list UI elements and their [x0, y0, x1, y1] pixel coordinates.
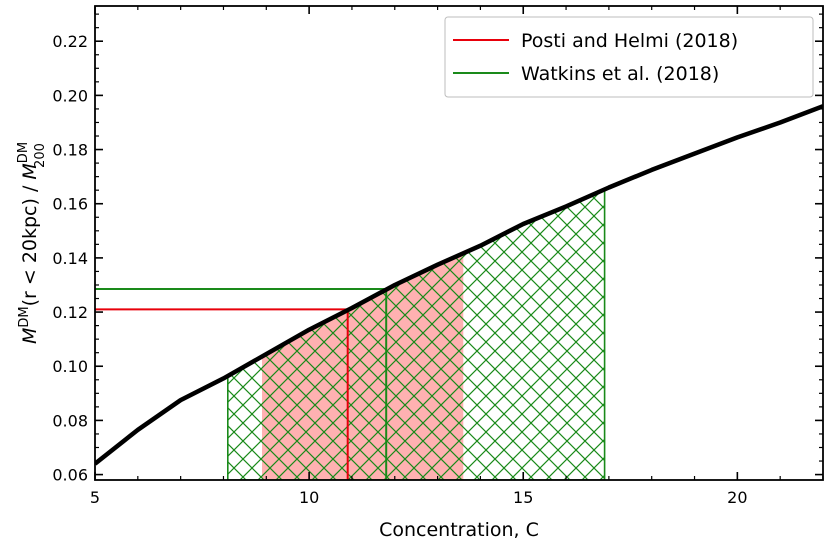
x-axis-label: Concentration, C: [379, 519, 539, 541]
y-tick-label: 0.08: [52, 411, 88, 430]
legend-label-watkins: Watkins et al. (2018): [521, 63, 719, 85]
y-label-m2: M: [19, 163, 41, 179]
y-tick-label: 0.10: [52, 357, 88, 376]
mass-fraction-curve: [95, 104, 823, 466]
x-tick-label: 5: [90, 488, 100, 507]
x-tick-label: 20: [727, 488, 747, 507]
plot-frame: [94, 5, 824, 481]
y-label-sub2: 200: [33, 143, 48, 168]
y-label-m1: M: [19, 328, 41, 344]
y-axis-label: MDM(r < 20kpc) / MDM 200: [16, 142, 48, 344]
legend-box: [444, 16, 814, 98]
legend: Posti and Helmi (2018) Watkins et al. (2…: [444, 16, 814, 98]
y-tick-label: 0.16: [52, 195, 88, 214]
y-label-mid: (r < 20kpc) /: [19, 180, 41, 307]
y-label-sup1: DM: [17, 306, 32, 327]
legend-label-posti: Posti and Helmi (2018): [521, 30, 738, 52]
y-tick-label: 0.20: [52, 86, 88, 105]
plot-area: [95, 104, 823, 480]
x-tick-label: 10: [299, 488, 319, 507]
y-tick-label: 0.12: [52, 303, 88, 322]
y-tick-label: 0.06: [52, 466, 88, 485]
y-tick-label: 0.14: [52, 249, 88, 268]
y-label-sup2: DM: [16, 142, 31, 163]
y-tick-label: 0.18: [52, 141, 88, 160]
watkins-confidence-band: [227, 188, 606, 480]
y-tick-label: 0.22: [52, 32, 88, 51]
axis-ticks: 5 10 15 20 0.06 0.08 0.10 0.12 0.14 0.16 0.18 0.20 0…: [52, 6, 824, 507]
x-tick-label: 15: [513, 488, 533, 507]
